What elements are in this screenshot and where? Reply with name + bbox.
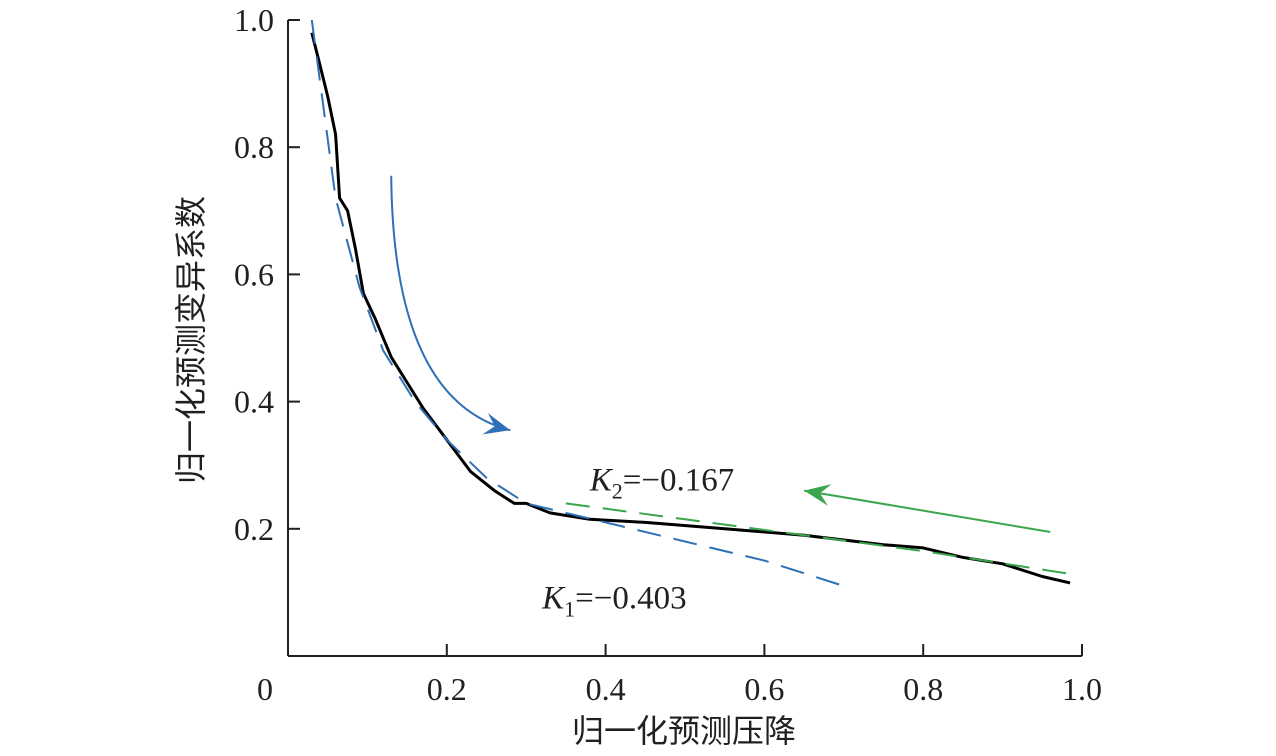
series-layer (310, 19, 1071, 587)
y-tick-label: 0.4 (234, 384, 274, 420)
slope-label-k1: K1=−0.403 (541, 580, 687, 621)
y-tick-label: 0.6 (234, 256, 274, 292)
tick-labels: 0.2 0.4 0.6 0.8 1.0 0.2 0.4 0.6 0.8 1.0 (234, 2, 1102, 707)
annotation-layer: K2=−0.167 K1=−0.403 (541, 463, 734, 622)
slope-label-k2: K2=−0.167 (589, 463, 735, 504)
x-tick-label: 1.0 (1062, 671, 1102, 707)
origin-label: 0 (257, 671, 273, 707)
x-tick-label: 0.6 (744, 671, 784, 707)
arrow-shaft-1 (390, 175, 511, 432)
x-tick-label: 0.8 (903, 671, 943, 707)
arrow-layer (390, 175, 1051, 533)
x-tick-label: 0.2 (427, 671, 467, 707)
series-line-2 (310, 19, 845, 587)
series-line-1 (310, 32, 1071, 585)
y-axis-title: 归一化预测变异系数 (172, 196, 210, 484)
series-line-3 (565, 502, 1067, 575)
y-tick-label: 1.0 (234, 2, 274, 38)
y-tick-label: 0.8 (234, 129, 274, 165)
ticks (288, 19, 1083, 656)
x-axis-title: 归一化预测压降 (572, 712, 796, 750)
axes (287, 20, 1082, 657)
x-tick-label: 0.4 (586, 671, 626, 707)
arrow-head-2 (804, 484, 832, 506)
arrow-head-1 (482, 413, 511, 435)
y-tick-label: 0.2 (234, 511, 274, 547)
arrow-shaft-2 (803, 489, 1051, 533)
